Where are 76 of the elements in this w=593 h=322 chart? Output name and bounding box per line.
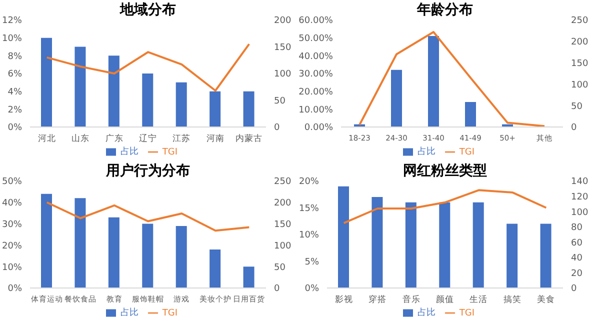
y-tick-label: 20% bbox=[298, 177, 320, 188]
legend-label: TGI bbox=[459, 308, 475, 318]
x-tick-label: 音乐 bbox=[402, 294, 420, 306]
legend-label: 占比 bbox=[120, 147, 138, 157]
y-tick-label: 10% bbox=[2, 262, 22, 273]
x-tick-label: 河南 bbox=[206, 133, 224, 144]
x-tick-label: 颜值 bbox=[436, 294, 454, 306]
x-tick-label: 美食 bbox=[537, 294, 556, 306]
y-tick-label: 10% bbox=[2, 34, 22, 44]
y-tick-label: 40% bbox=[2, 198, 22, 209]
legend-label: 占比 bbox=[417, 308, 436, 318]
y-tick-label: 2% bbox=[8, 105, 22, 116]
y2-tick-label: 100 bbox=[571, 80, 588, 90]
x-tick-label: 搞笑 bbox=[503, 294, 522, 306]
y2-tick-label: 100 bbox=[274, 70, 292, 80]
y-tick-label: 15% bbox=[298, 204, 320, 214]
y2-tick-label: 150 bbox=[274, 42, 292, 53]
y2-tick-label: 200 bbox=[274, 16, 292, 26]
y2-tick-label: 0 bbox=[274, 123, 280, 134]
x-tick-label: 江苏 bbox=[172, 133, 191, 144]
chart-title: 地域分布 bbox=[120, 2, 176, 18]
x-tick-label: 河北 bbox=[38, 133, 56, 144]
y-tick-label: 60.00% bbox=[298, 16, 334, 26]
y-tick-label: 8% bbox=[8, 52, 22, 62]
y-tick-label: 0% bbox=[304, 284, 320, 294]
y-tick-label: 20.00% bbox=[298, 88, 334, 98]
x-tick-label: 影视 bbox=[334, 294, 353, 306]
y-tick-label: 50% bbox=[2, 177, 22, 188]
chart-title: 用户行为分布 bbox=[106, 163, 190, 179]
y-tick-label: 50.00% bbox=[298, 34, 334, 44]
y-tick-label: 12% bbox=[2, 16, 22, 26]
y-tick-label: 0% bbox=[8, 123, 22, 134]
y2-tick-label: 120 bbox=[571, 192, 588, 202]
y2-tick-label: 250 bbox=[571, 16, 588, 26]
y-tick-label: 6% bbox=[8, 70, 22, 80]
y2-tick-label: 100 bbox=[274, 241, 292, 252]
y2-tick-label: 50 bbox=[274, 262, 286, 273]
y-tick-label: 30.00% bbox=[298, 70, 334, 80]
y2-tick-label: 50 bbox=[274, 96, 286, 106]
y2-tick-label: 150 bbox=[274, 220, 292, 230]
y-tick-label: 30% bbox=[2, 220, 22, 230]
legend-label: 占比 bbox=[120, 308, 138, 318]
y2-tick-label: 50 bbox=[571, 102, 583, 112]
y-tick-label: 20% bbox=[2, 241, 22, 252]
y-tick-label: 10% bbox=[298, 230, 320, 241]
y-tick-label: 40.00% bbox=[298, 52, 334, 62]
y2-tick-label: 200 bbox=[571, 38, 588, 48]
x-tick-label: 辽宁 bbox=[139, 133, 157, 144]
y-tick-label: 10.00% bbox=[298, 105, 334, 116]
legend-label: 占比 bbox=[417, 147, 436, 157]
y-tick-label: 4% bbox=[8, 88, 22, 98]
y2-tick-label: 0 bbox=[571, 284, 577, 294]
y2-tick-label: 60 bbox=[571, 238, 583, 248]
legend-label: TGI bbox=[162, 147, 178, 157]
x-tick-label: 生活 bbox=[470, 294, 488, 306]
x-tick-label: 山东 bbox=[72, 133, 90, 144]
y2-tick-label: 200 bbox=[274, 198, 292, 209]
y2-tick-label: 80 bbox=[571, 223, 583, 234]
y2-tick-label: 150 bbox=[571, 58, 588, 69]
y2-tick-label: 40 bbox=[571, 254, 583, 264]
y2-tick-label: 100 bbox=[571, 208, 588, 218]
legend-label: TGI bbox=[162, 308, 178, 318]
chart-title: 年龄分布 bbox=[417, 2, 473, 18]
y-tick-label: 0% bbox=[8, 284, 22, 294]
y-tick-label: 0.00% bbox=[304, 123, 334, 134]
chart-title: 网红粉丝类型 bbox=[403, 163, 487, 179]
legend-label: TGI bbox=[459, 147, 475, 157]
x-tick-label: 内蒙古 bbox=[236, 133, 263, 144]
y2-tick-label: 20 bbox=[571, 268, 583, 279]
y2-tick-label: 0 bbox=[571, 123, 577, 134]
x-tick-label: 穿搭 bbox=[368, 294, 387, 306]
y2-tick-label: 250 bbox=[274, 177, 292, 188]
y2-tick-label: 140 bbox=[571, 177, 588, 188]
y-tick-label: 5% bbox=[304, 257, 320, 268]
x-tick-label: 广东 bbox=[105, 133, 124, 144]
y2-tick-label: 0 bbox=[274, 284, 280, 294]
